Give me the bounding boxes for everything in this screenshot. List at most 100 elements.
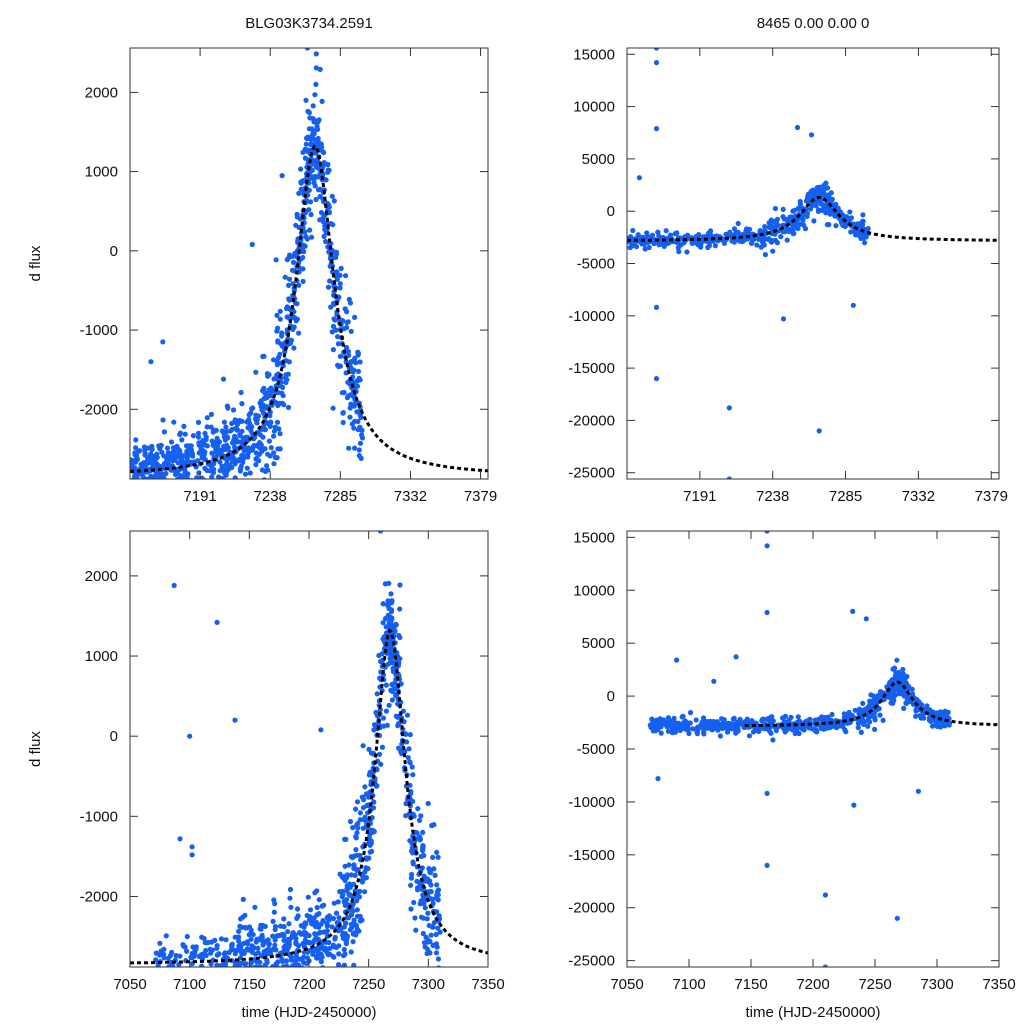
- data-point: [409, 764, 415, 770]
- data-point: [677, 723, 683, 729]
- data-point: [292, 250, 298, 256]
- data-point: [434, 944, 440, 950]
- data-point: [811, 218, 817, 224]
- data-point: [232, 461, 238, 467]
- data-point: [429, 924, 435, 930]
- data-point: [202, 940, 208, 946]
- data-point: [286, 921, 292, 927]
- data-point: [152, 966, 154, 967]
- data-point: [913, 708, 919, 714]
- data-point: [714, 719, 720, 725]
- data-point: [408, 789, 414, 795]
- data-point: [286, 980, 291, 985]
- data-point: [177, 499, 182, 504]
- data-point: [309, 175, 315, 181]
- data-point: [140, 483, 145, 488]
- data-point: [930, 709, 936, 715]
- data-point: [323, 947, 329, 953]
- data-point: [244, 434, 251, 440]
- data-point: [172, 457, 178, 463]
- data-point: [402, 731, 409, 737]
- data-point: [337, 281, 343, 287]
- data-point: [196, 953, 202, 960]
- data-point: [397, 634, 403, 641]
- data-point: [795, 714, 801, 720]
- data-point: [425, 946, 431, 952]
- data-point: [335, 334, 341, 340]
- data-point: [151, 486, 156, 491]
- data-point: [336, 363, 342, 370]
- data-point: [709, 722, 715, 728]
- data-point: [894, 915, 900, 921]
- y-tick-label: -15000: [568, 847, 615, 864]
- data-point: [183, 993, 188, 998]
- data-point: [160, 417, 166, 423]
- data-point: [301, 249, 307, 255]
- data-point: [177, 431, 183, 438]
- data-point: [355, 418, 361, 425]
- data-point: [808, 132, 815, 138]
- data-point: [144, 484, 149, 489]
- data-point: [174, 968, 179, 973]
- data-point: [306, 917, 313, 923]
- data-point: [813, 203, 819, 209]
- x-tick-label: 7379: [975, 488, 1008, 505]
- data-point: [649, 232, 656, 238]
- data-point: [242, 924, 248, 931]
- data-point: [665, 728, 672, 734]
- data-point: [770, 737, 776, 743]
- data-point: [782, 229, 788, 235]
- data-point: [310, 103, 316, 109]
- data-point: [262, 395, 268, 401]
- data-point: [283, 358, 289, 364]
- data-point: [285, 929, 291, 935]
- data-point: [434, 849, 440, 856]
- data-point: [216, 951, 222, 957]
- data-point: [221, 964, 227, 967]
- data-point: [154, 481, 159, 486]
- data-point: [816, 716, 822, 722]
- data-point: [132, 457, 138, 463]
- data-point: [942, 708, 948, 714]
- data-point: [316, 897, 322, 903]
- data-point: [428, 932, 434, 938]
- data-point: [265, 373, 271, 379]
- data-point: [160, 471, 166, 477]
- data-point: [305, 108, 311, 114]
- data-point: [182, 467, 188, 473]
- data-point: [353, 847, 359, 853]
- data-point: [313, 196, 319, 203]
- data-point: [651, 241, 657, 247]
- data-point: [370, 805, 377, 811]
- y-tick-label: 2000: [85, 84, 118, 101]
- data-point: [872, 726, 878, 733]
- y-axis-label: d flux: [27, 245, 44, 281]
- data-point: [407, 732, 413, 738]
- data-point: [430, 854, 436, 861]
- data-point: [848, 229, 854, 235]
- data-point: [307, 227, 313, 233]
- data-point: [354, 892, 361, 899]
- data-point: [160, 339, 166, 345]
- data-point: [354, 907, 360, 913]
- data-point: [410, 861, 416, 867]
- plot-frame: [626, 47, 1000, 480]
- data-point: [929, 723, 936, 729]
- data-point: [742, 719, 748, 725]
- y-tick-label: 1000: [85, 648, 118, 665]
- data-point: [301, 954, 307, 960]
- data-point: [389, 681, 395, 688]
- y-tick-label: 15000: [573, 46, 615, 63]
- data-point: [142, 452, 148, 458]
- data-point: [245, 454, 251, 460]
- data-point: [336, 951, 342, 957]
- data-point: [242, 471, 249, 477]
- data-point: [286, 297, 292, 303]
- data-point: [274, 362, 280, 368]
- data-point: [155, 963, 161, 967]
- data-point: [285, 404, 292, 411]
- data-point: [797, 198, 803, 205]
- data-point: [851, 802, 857, 808]
- data-point: [265, 451, 271, 457]
- data-point: [366, 794, 372, 800]
